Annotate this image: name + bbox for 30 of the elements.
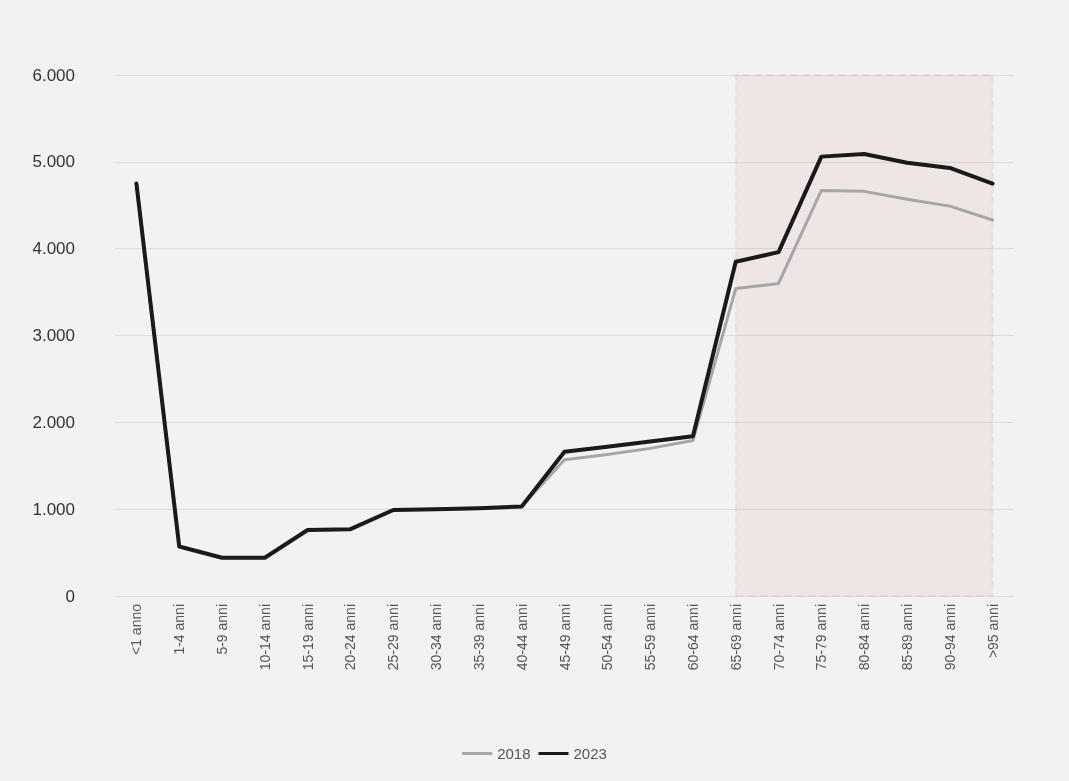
x-tick-label: 5-9 anni [214, 604, 231, 655]
x-tick-label: 65-69 anni [727, 604, 744, 671]
x-tick-label: 30-34 anni [428, 604, 445, 671]
x-tick-label: 10-14 anni [256, 604, 273, 671]
x-tick-label: 70-74 anni [770, 604, 787, 671]
x-tick-label: 85-89 anni [898, 604, 915, 671]
y-tick-label: 5.000 [32, 152, 75, 172]
x-tick-label: >95 anni [984, 604, 1001, 659]
x-tick-label: 80-84 anni [856, 604, 873, 671]
x-tick-label: 50-54 anni [599, 604, 616, 671]
y-tick-label: 6.000 [32, 65, 75, 85]
legend-label: 2018 [497, 745, 531, 762]
y-tick-label: 4.000 [32, 239, 75, 259]
x-tick-label: 20-24 anni [342, 604, 359, 671]
x-tick-label: 25-29 anni [385, 604, 402, 671]
x-tick-label: 55-59 anni [642, 604, 659, 671]
x-tick-label: <1 anno [128, 603, 145, 655]
y-tick-label: 1.000 [32, 499, 75, 519]
x-tick-label: 40-44 anni [513, 604, 530, 671]
x-tick-label: 1-4 anni [171, 604, 188, 655]
legend-label: 2023 [573, 745, 607, 762]
x-tick-label: 90-94 anni [941, 604, 958, 671]
x-tick-label: 15-19 anni [299, 604, 316, 671]
x-tick-label: 45-49 anni [556, 604, 573, 671]
x-tick-label: 75-79 anni [813, 604, 830, 671]
y-tick-label: 2.000 [32, 412, 75, 432]
x-tick-label: 60-64 anni [684, 604, 701, 671]
y-tick-label: 0 [65, 586, 75, 606]
x-tick-label: 35-39 anni [470, 604, 487, 671]
y-tick-label: 3.000 [32, 326, 75, 345]
